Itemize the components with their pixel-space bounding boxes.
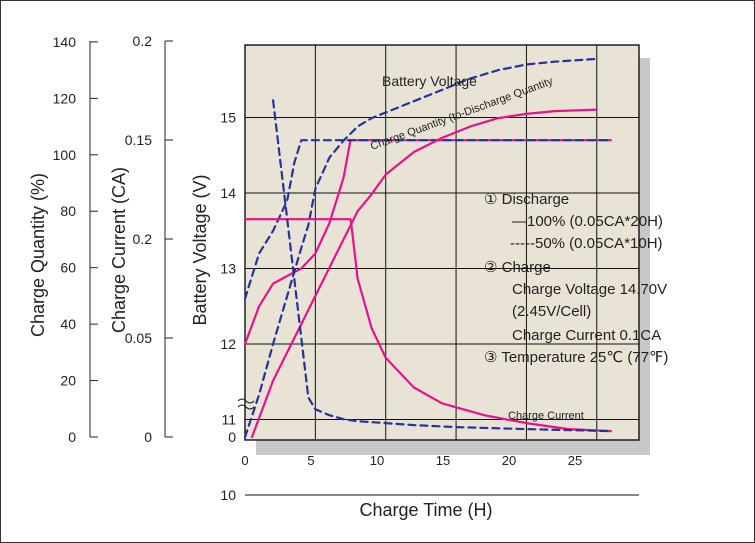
charge-quantity-tick-label: 80 xyxy=(60,203,76,219)
x-tick-label: 10 xyxy=(370,453,384,468)
charge-current-annotation: Charge Current xyxy=(508,410,584,422)
charge-quantity-tick-label: 100 xyxy=(53,147,77,163)
charge-quantity-tick-label: 20 xyxy=(60,373,76,389)
charge-current-tick-label: 0 xyxy=(144,429,152,445)
axis-break-icon xyxy=(237,398,255,410)
charge-quantity-axis-title: Charge Quantity (%) xyxy=(28,173,48,337)
plot-frame xyxy=(244,44,640,441)
battery-voltage-tick-label: 10 xyxy=(220,487,236,503)
charge-quantity-100-line xyxy=(250,108,598,439)
grid xyxy=(245,45,639,496)
x-tick-label: 15 xyxy=(436,453,450,468)
x-tick-label: 25 xyxy=(568,453,582,468)
charge-quantity-tick-label: 60 xyxy=(60,260,76,276)
charge-current-tick-label: 0.15 xyxy=(125,132,152,148)
battery-voltage-tick-label: 15 xyxy=(220,110,236,126)
legend-temperature: ③ Temperature 25℃ (77℉) xyxy=(484,349,668,366)
charge-current-tick-label: 0.2 xyxy=(133,231,153,247)
battery-voltage-50-line xyxy=(243,139,613,300)
legend-charge-voltage: Charge Voltage 14.70V xyxy=(512,281,667,298)
x-tick-label: 0 xyxy=(241,453,248,468)
legend-discharge-50: -----50% (0.05CA*10H) xyxy=(510,235,663,252)
battery-voltage-tick-label: 11 xyxy=(221,412,236,428)
battery-voltage-tick-label: 13 xyxy=(220,261,236,277)
battery-voltage-tick-label: 0 xyxy=(228,429,236,445)
legend-charge-heading: ② Charge xyxy=(484,259,551,276)
curves xyxy=(243,57,613,439)
charge-current-axis-title: Charge Current (CA) xyxy=(109,167,129,333)
legend-discharge-100: —100% (0.05CA*20H) xyxy=(512,213,663,230)
x-axis-title: Charge Time (H) xyxy=(359,500,492,520)
charge-quantity-50-line xyxy=(243,57,598,439)
axes: 1401201008060402000.20.150.20.0501514131… xyxy=(53,33,237,503)
x-tick-label: 5 xyxy=(307,453,314,468)
battery-voltage-tick-label: 14 xyxy=(220,185,236,201)
charge-quantity-tick-label: 0 xyxy=(68,429,76,445)
legend-cell-voltage: (2.45V/Cell) xyxy=(512,303,591,320)
charge-current-50-line xyxy=(272,99,613,433)
battery-voltage-axis-title: Battery Voltage (V) xyxy=(190,174,210,325)
charge-current-100-line xyxy=(243,218,613,433)
battery-voltage-annotation: Battery Voltage xyxy=(382,73,477,89)
charge-current-tick-label: 0.05 xyxy=(125,330,152,346)
charge-quantity-tick-label: 120 xyxy=(53,90,77,106)
legend-discharge-heading: ① Discharge xyxy=(484,191,569,208)
legend-charge-current: Charge Current 0.1CA xyxy=(512,327,661,344)
charge-quantity-tick-label: 140 xyxy=(53,34,77,50)
battery-voltage-tick-label: 12 xyxy=(220,336,236,352)
x-tick-label: 20 xyxy=(502,453,516,468)
charge-current-tick-label: 0.2 xyxy=(133,33,153,49)
charge-quantity-tick-label: 40 xyxy=(60,316,76,332)
